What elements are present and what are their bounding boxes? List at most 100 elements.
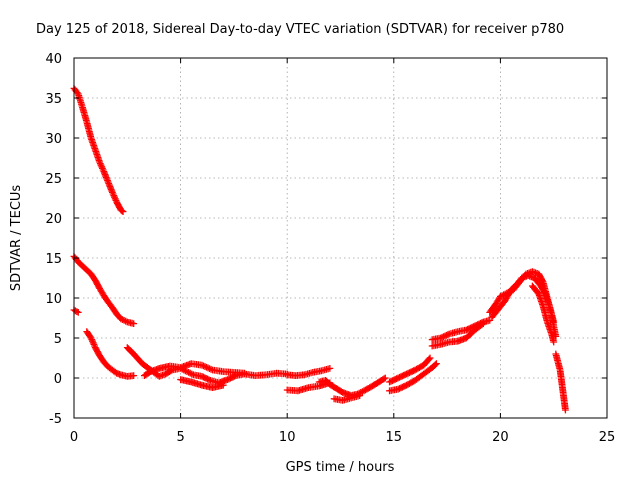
series-arc-18: [528, 282, 558, 346]
data-point: [185, 369, 192, 376]
data-point: [167, 367, 175, 375]
series-arc-19: [552, 350, 569, 414]
data-point: [198, 361, 206, 369]
data-point: [498, 292, 506, 299]
y-tick-label: 20: [45, 212, 62, 227]
data-point: [98, 163, 106, 171]
series-arc-1: [70, 85, 127, 215]
series-arc-2: [70, 253, 138, 327]
x-tick-label: 15: [386, 430, 403, 445]
data-point: [479, 320, 487, 327]
series-arc-7: [177, 376, 227, 391]
data-point: [205, 376, 213, 384]
data-point: [111, 195, 119, 203]
data-point: [426, 354, 434, 362]
data-point: [381, 374, 389, 382]
data-point: [380, 375, 388, 383]
series-arc-12: [386, 360, 440, 395]
grid: [74, 58, 607, 418]
y-tick-label: 25: [45, 172, 62, 187]
plot-area: [70, 85, 569, 414]
data-point: [497, 293, 504, 300]
series-arc-13: [386, 354, 434, 386]
series-arc-3: [70, 306, 82, 316]
data-point: [204, 364, 212, 372]
axis-ticks: 0 5 10 15 20 25 -5 0 5 10 15 20 25 30 35 40: [45, 52, 615, 445]
data-point: [122, 317, 130, 325]
y-tick-label: 30: [45, 132, 62, 147]
data-point: [130, 372, 138, 379]
data-point: [357, 389, 365, 396]
data-point: [130, 320, 138, 327]
data-point: [241, 369, 248, 377]
y-tick-label: 40: [45, 52, 62, 67]
series-arc-15: [428, 320, 487, 350]
y-tick-label: 10: [45, 292, 62, 307]
data-point: [99, 166, 107, 174]
y-axis-label: SDTVAR / TECUs: [9, 185, 24, 292]
x-tick-label: 0: [70, 430, 78, 445]
data-point: [326, 365, 334, 372]
y-tick-label: 0: [54, 372, 62, 387]
data-point: [188, 370, 196, 378]
data-point: [99, 165, 106, 172]
data-point: [550, 338, 558, 346]
data-point: [358, 388, 366, 395]
data-point: [120, 317, 128, 324]
data-point: [111, 193, 118, 201]
plot-frame: [73, 57, 608, 419]
data-point: [73, 89, 81, 96]
data-point: [186, 369, 194, 377]
data-point: [112, 197, 120, 204]
data-point: [97, 161, 105, 169]
y-tick-label: -5: [49, 412, 62, 427]
data-point: [110, 192, 118, 199]
data-point: [117, 315, 125, 323]
data-point: [433, 360, 440, 367]
series-arc-17: [488, 272, 558, 326]
data-point: [431, 361, 439, 368]
data-point: [203, 363, 210, 371]
data-point: [87, 334, 95, 342]
y-tick-label: 5: [54, 332, 62, 347]
data-point: [356, 392, 364, 399]
data-point: [538, 277, 546, 285]
data-point: [206, 365, 213, 373]
data-point: [562, 406, 569, 414]
data-point: [425, 355, 433, 363]
x-tick-label: 20: [492, 430, 509, 445]
data-point: [200, 362, 207, 370]
data-point: [119, 208, 127, 215]
data-point: [90, 341, 98, 348]
data-point: [108, 189, 116, 196]
data-point: [89, 339, 97, 347]
series-arc-9: [283, 365, 334, 379]
x-axis-label: GPS time / hours: [286, 460, 395, 475]
data-point: [91, 342, 99, 350]
data-point: [73, 308, 81, 315]
data-point: [444, 331, 452, 339]
x-tick-label: 25: [599, 430, 616, 445]
data-point: [109, 190, 117, 198]
data-point: [207, 365, 215, 373]
data-point: [96, 158, 103, 166]
x-tick-label: 10: [279, 430, 296, 445]
series-arc-11: [330, 392, 364, 404]
x-tick-label: 5: [176, 430, 184, 445]
data-point: [201, 363, 209, 370]
series-arc-4: [83, 328, 138, 380]
data-point: [96, 160, 104, 167]
data-point: [118, 207, 126, 215]
y-tick-label: 15: [45, 252, 62, 267]
data-point: [119, 316, 126, 323]
chart-title: Day 125 of 2018, Sidereal Day-to-day VTE…: [36, 22, 564, 37]
data-point: [183, 368, 191, 375]
data-point: [550, 318, 558, 326]
series-arc-5: [123, 344, 291, 387]
data-point: [231, 372, 239, 380]
data-point: [89, 337, 96, 345]
data-point: [219, 381, 227, 389]
data-point: [478, 321, 486, 329]
data-point: [88, 336, 96, 343]
